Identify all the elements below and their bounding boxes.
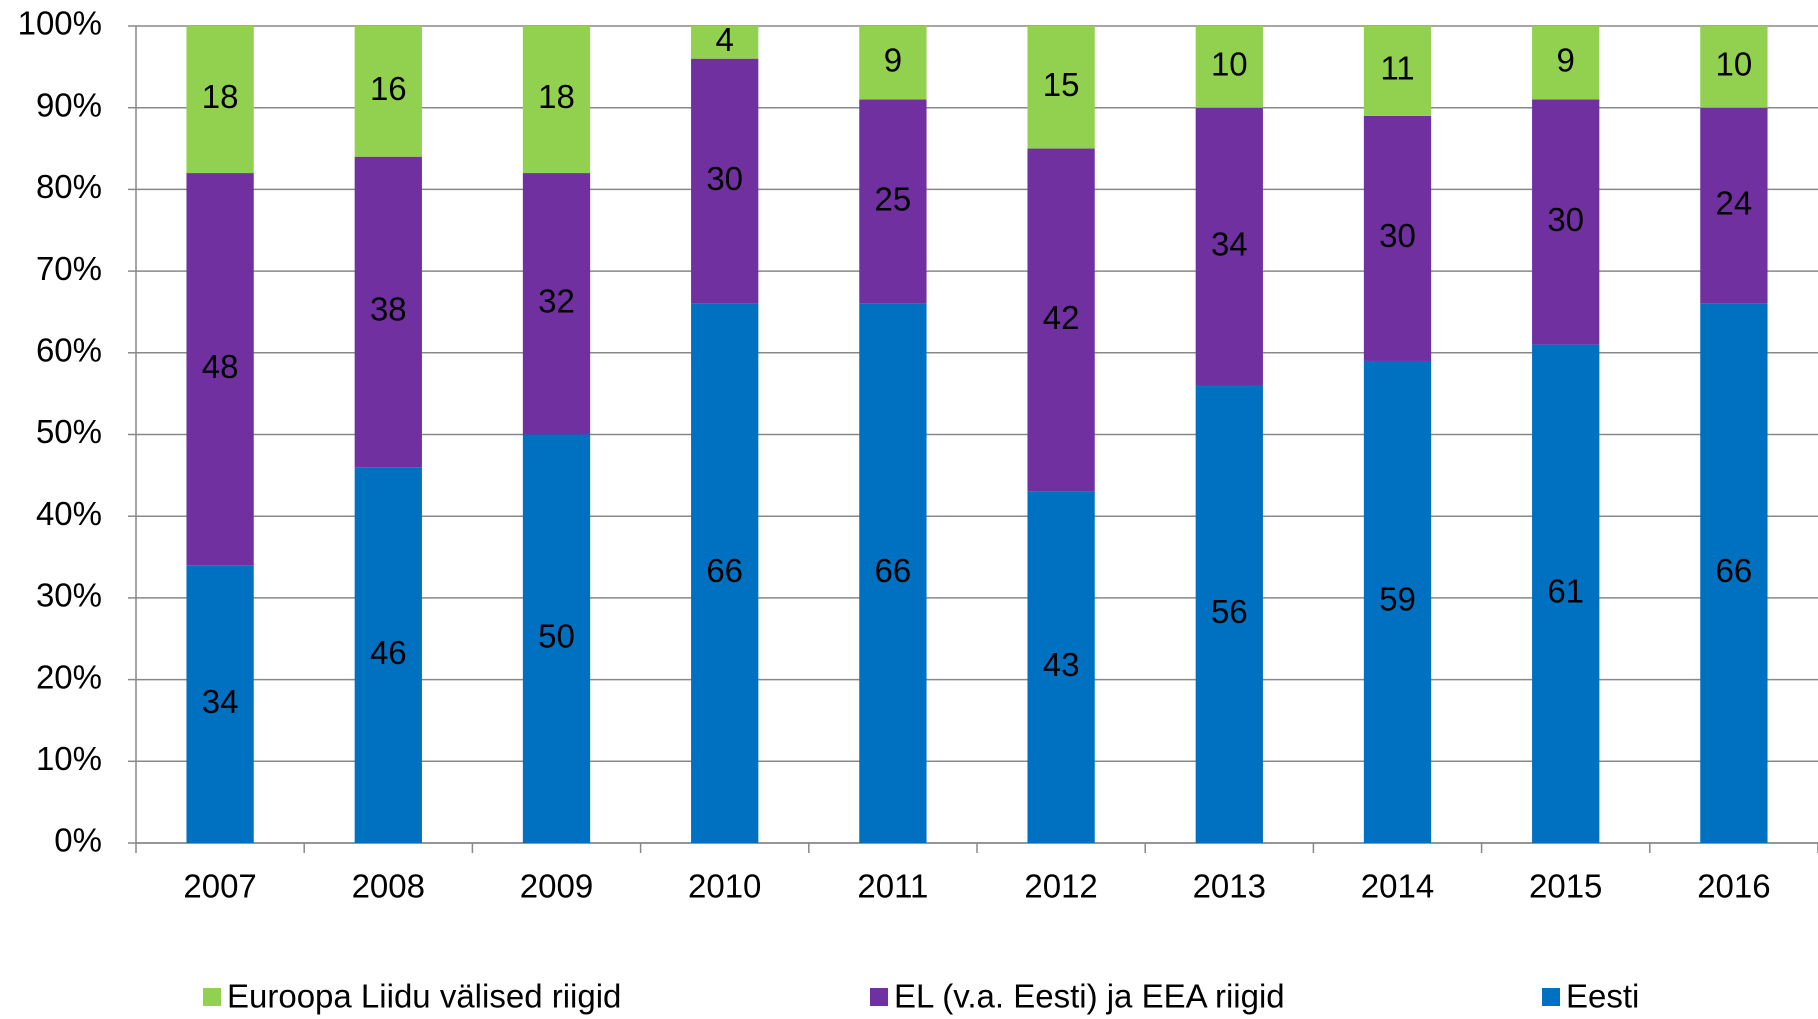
y-tick-label: 60% [36, 332, 102, 369]
x-tick-label: 2010 [688, 868, 761, 905]
data-label: 9 [884, 41, 902, 78]
bar-segment [1532, 344, 1600, 843]
data-label: 24 [1716, 184, 1753, 221]
data-label: 34 [202, 683, 239, 720]
bar-segment [859, 99, 927, 304]
data-label: 10 [1716, 46, 1753, 83]
data-label: 66 [1716, 552, 1753, 589]
data-label: 46 [370, 634, 407, 671]
y-tick-label: 90% [36, 86, 102, 123]
data-label: 9 [1557, 41, 1575, 78]
data-label: 25 [875, 180, 912, 217]
data-label: 30 [1547, 201, 1584, 238]
legend-label: Euroopa Liidu välised riigid [227, 978, 621, 1015]
data-label: 43 [1043, 646, 1080, 683]
bar-segment [186, 173, 254, 566]
bar-segment [691, 58, 759, 304]
data-label: 30 [706, 160, 743, 197]
data-label: 4 [716, 21, 734, 58]
bar-segment [859, 26, 927, 100]
x-tick-label: 2014 [1361, 868, 1434, 905]
bar-segment [1700, 107, 1768, 304]
bar-segment [1532, 99, 1600, 345]
bar-segment [1363, 115, 1432, 361]
data-label: 16 [370, 70, 407, 107]
bar-segment [1027, 148, 1095, 492]
bar-segment [1195, 107, 1263, 386]
y-tick-label: 80% [36, 168, 102, 205]
bar-segment [354, 156, 422, 468]
x-tick-label: 2016 [1697, 868, 1770, 905]
y-tick-label: 70% [36, 250, 102, 287]
bar-segment [1700, 26, 1768, 108]
bar-segment [1195, 385, 1263, 843]
bar-segment [522, 434, 591, 843]
bar-segment [1027, 26, 1095, 149]
y-tick-label: 100% [18, 5, 102, 42]
data-label: 18 [538, 78, 575, 115]
data-label: 59 [1379, 581, 1416, 618]
y-tick-label: 0% [54, 822, 102, 859]
data-label: 66 [875, 552, 912, 589]
y-tick-label: 10% [36, 740, 102, 777]
legend-label: EL (v.a. Eesti) ja EEA riigid [894, 978, 1285, 1015]
x-tick-label: 2012 [1024, 868, 1097, 905]
bar-segment [186, 565, 254, 843]
data-label: 18 [202, 78, 239, 115]
data-label: 50 [538, 617, 575, 654]
x-tick-label: 2015 [1529, 868, 1602, 905]
bar-segment [522, 26, 591, 174]
data-label: 15 [1043, 66, 1080, 103]
data-label: 42 [1043, 299, 1080, 336]
legend-swatch [1542, 988, 1560, 1006]
x-tick-label: 2013 [1193, 868, 1266, 905]
bar-segment [1027, 491, 1095, 843]
data-label: 61 [1547, 573, 1584, 610]
x-tick-label: 2011 [857, 868, 928, 905]
data-label: 11 [1380, 50, 1414, 87]
legend-swatch [203, 988, 221, 1006]
bar-segment [1363, 360, 1432, 843]
data-label: 48 [202, 348, 239, 385]
bar-segment [522, 173, 591, 435]
x-tick-label: 2008 [352, 868, 425, 905]
data-label: 32 [538, 282, 575, 319]
bar-segment [186, 26, 254, 174]
data-label: 56 [1211, 593, 1248, 630]
bar-segment [691, 303, 759, 843]
bar-segment [354, 26, 422, 157]
y-tick-label: 40% [36, 495, 102, 532]
bar-segment [1532, 26, 1600, 100]
x-tick-label: 2007 [183, 868, 256, 905]
data-label: 66 [706, 552, 743, 589]
y-tick-label: 30% [36, 577, 102, 614]
data-label: 30 [1379, 217, 1416, 254]
legend-swatch [870, 988, 888, 1006]
bar-segment [1363, 26, 1432, 116]
data-label: 38 [370, 291, 407, 328]
bar-segment [859, 303, 927, 843]
bar-segment [1700, 303, 1768, 843]
y-tick-label: 20% [36, 658, 102, 695]
data-label: 34 [1211, 225, 1248, 262]
bar-segment [691, 26, 759, 59]
bar-segment [354, 467, 422, 843]
y-tick-label: 50% [36, 413, 102, 450]
x-tick-label: 2009 [520, 868, 593, 905]
bar-segment [1195, 26, 1263, 108]
data-label: 10 [1211, 46, 1248, 83]
legend-label: Eesti [1566, 978, 1639, 1015]
